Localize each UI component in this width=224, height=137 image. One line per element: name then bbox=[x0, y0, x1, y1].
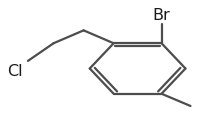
Text: Cl: Cl bbox=[7, 64, 22, 79]
Text: Br: Br bbox=[153, 8, 170, 23]
